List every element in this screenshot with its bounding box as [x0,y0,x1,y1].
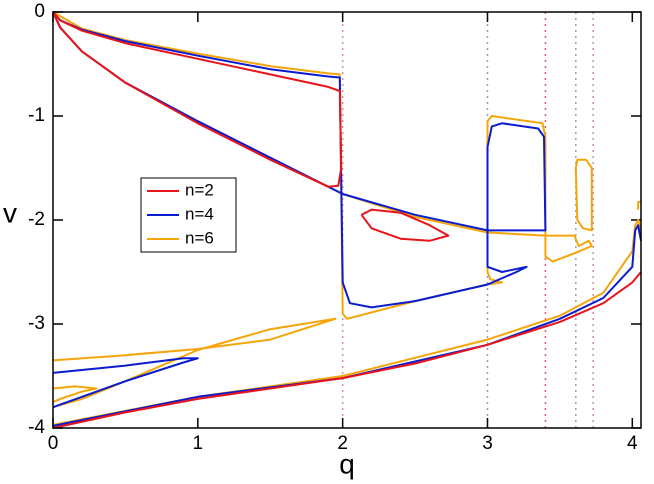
x-tick-label: 2 [337,433,348,454]
x-tick-label: 3 [482,433,493,454]
x-axis-label: q [339,448,355,479]
series-line [52,11,642,429]
legend-label: n=4 [185,204,214,223]
y-axis-label: v [3,197,17,228]
legend-label: n=2 [185,180,214,199]
y-tick-label: -3 [28,313,45,334]
legend-label: n=6 [185,228,214,247]
series-line [52,11,642,427]
x-tick-label: 1 [193,433,204,454]
y-tick-label: -4 [28,417,45,438]
y-tick-label: -2 [28,209,45,230]
x-tick-label: 4 [627,433,638,454]
x-tick-label: 0 [48,433,59,454]
plot-frame [52,11,642,429]
y-tick-label: -1 [28,105,45,126]
y-tick-label: 0 [34,1,45,22]
